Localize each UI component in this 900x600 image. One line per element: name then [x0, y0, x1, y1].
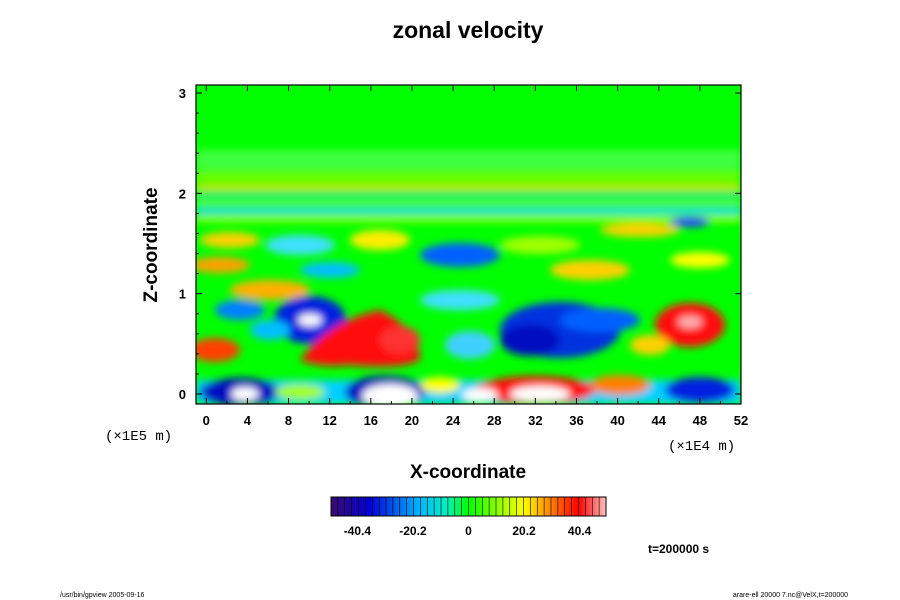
colorbar-tick-label: -20.2 — [399, 524, 427, 538]
x-tick-label: 40 — [610, 413, 624, 428]
plot-frame — [195, 84, 742, 405]
x-ticks: 0 4 8 12 16 20 24 28 32 36 40 44 48 52 — [203, 85, 748, 428]
colorbar-tick-label: 40.4 — [568, 524, 592, 538]
y-tick-label: 0 — [179, 387, 186, 402]
x-tick-label: 32 — [528, 413, 542, 428]
x-tick-label: 24 — [446, 413, 461, 428]
x-tick-label: 28 — [487, 413, 501, 428]
x-tick-label: 36 — [569, 413, 583, 428]
x-scale-label: (×1E4 m) — [668, 439, 735, 455]
colorbar-tick-label: 20.2 — [512, 524, 536, 538]
x-tick-label: 12 — [322, 413, 336, 428]
time-label: t=200000 s — [648, 542, 709, 556]
footer-left: /usr/bin/gpview 2005-09-16 — [60, 592, 145, 599]
y-tick-label: 2 — [179, 186, 186, 201]
y-axis-label: Z-coordinate — [141, 187, 162, 302]
x-tick-label: 52 — [734, 413, 748, 428]
x-tick-label: 4 — [244, 413, 252, 428]
heatmap-field — [196, 85, 741, 404]
x-tick-label: 0 — [203, 413, 210, 428]
x-tick-label: 8 — [285, 413, 292, 428]
footer-right: arare-ell 20000 7.nc@VelX,t=200000 — [733, 592, 848, 599]
y-scale-label: (×1E5 m) — [105, 429, 172, 445]
colorbar-tick-label: 0 — [465, 524, 472, 538]
x-tick-label: 16 — [364, 413, 378, 428]
colorbar-divisions — [337, 497, 600, 516]
chart-title: zonal velocity — [393, 17, 544, 43]
x-axis-label: X-coordinate — [410, 462, 526, 483]
x-tick-label: 20 — [405, 413, 419, 428]
y-tick-label: 1 — [179, 287, 186, 302]
colorbar-ticks: -40.4 -20.2 0 20.2 40.4 — [344, 524, 592, 538]
y-ticks: 0 1 2 3 — [179, 86, 741, 402]
x-tick-label: 48 — [693, 413, 707, 428]
y-tick-label: 3 — [179, 86, 186, 101]
x-tick-label: 44 — [652, 413, 667, 428]
field-blobs — [196, 150, 741, 404]
colorbar-tick-label: -40.4 — [344, 524, 372, 538]
